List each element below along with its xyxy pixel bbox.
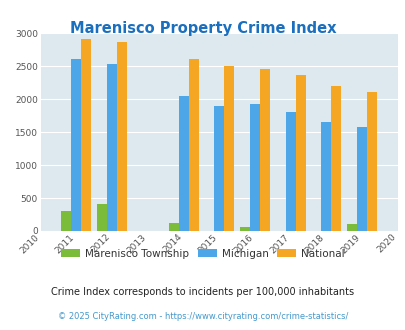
Bar [366, 92, 376, 231]
Bar [285, 112, 295, 231]
Bar [168, 223, 178, 231]
Text: Marenisco Property Crime Index: Marenisco Property Crime Index [70, 21, 335, 36]
Bar [61, 211, 71, 231]
Bar [117, 42, 127, 231]
Bar [97, 204, 107, 231]
Bar [71, 59, 81, 231]
Bar [188, 59, 198, 231]
Bar [321, 122, 330, 231]
Text: © 2025 CityRating.com - https://www.cityrating.com/crime-statistics/: © 2025 CityRating.com - https://www.city… [58, 312, 347, 321]
Text: Crime Index corresponds to incidents per 100,000 inhabitants: Crime Index corresponds to incidents per… [51, 287, 354, 297]
Bar [224, 66, 234, 231]
Bar [107, 64, 117, 231]
Bar [239, 227, 249, 231]
Bar [214, 106, 224, 231]
Bar [81, 39, 91, 231]
Bar [259, 69, 269, 231]
Bar [356, 127, 366, 231]
Bar [346, 224, 356, 231]
Bar [249, 104, 259, 231]
Bar [178, 96, 188, 231]
Legend: Marenisco Township, Michigan, National: Marenisco Township, Michigan, National [57, 245, 348, 263]
Bar [295, 75, 305, 231]
Bar [330, 86, 341, 231]
